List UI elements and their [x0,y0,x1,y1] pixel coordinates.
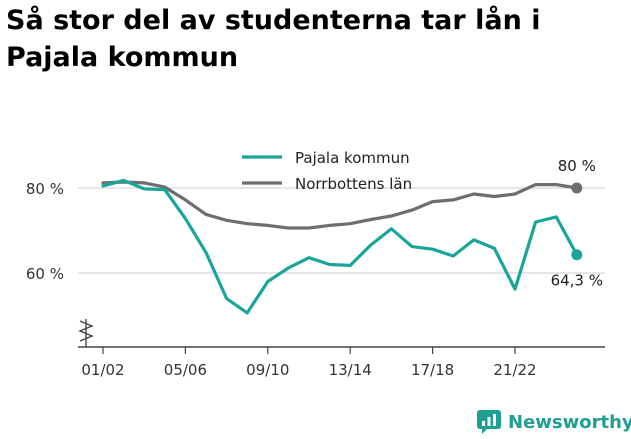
series-end-point [571,249,583,261]
chart-title: Så stor del av studenterna tar lån i Paj… [6,5,541,73]
y-tick-label: 60 % [26,265,64,283]
legend-label: Norrbottens län [295,175,412,193]
series-line [101,180,579,230]
data-label: 80 % [558,157,596,175]
x-tick-label: 13/14 [329,361,372,379]
x-tick-label: 09/10 [246,361,289,379]
legend-label: Pajala kommun [295,149,410,167]
x-tick-label: 05/06 [164,361,207,379]
series-end-point [571,182,583,194]
data-label: 64,3 % [551,272,603,290]
x-tick-label: 21/22 [493,361,536,379]
newsworthy-logo-icon [477,410,501,434]
x-tick-label: 01/02 [81,361,124,379]
brand-name: Newsworthy [508,411,631,433]
brand: Newsworthy [476,406,631,438]
axis-break-icon [78,320,94,342]
x-tick-label: 17/18 [411,361,454,379]
series-line [101,178,579,315]
y-tick-label: 80 % [26,180,64,198]
